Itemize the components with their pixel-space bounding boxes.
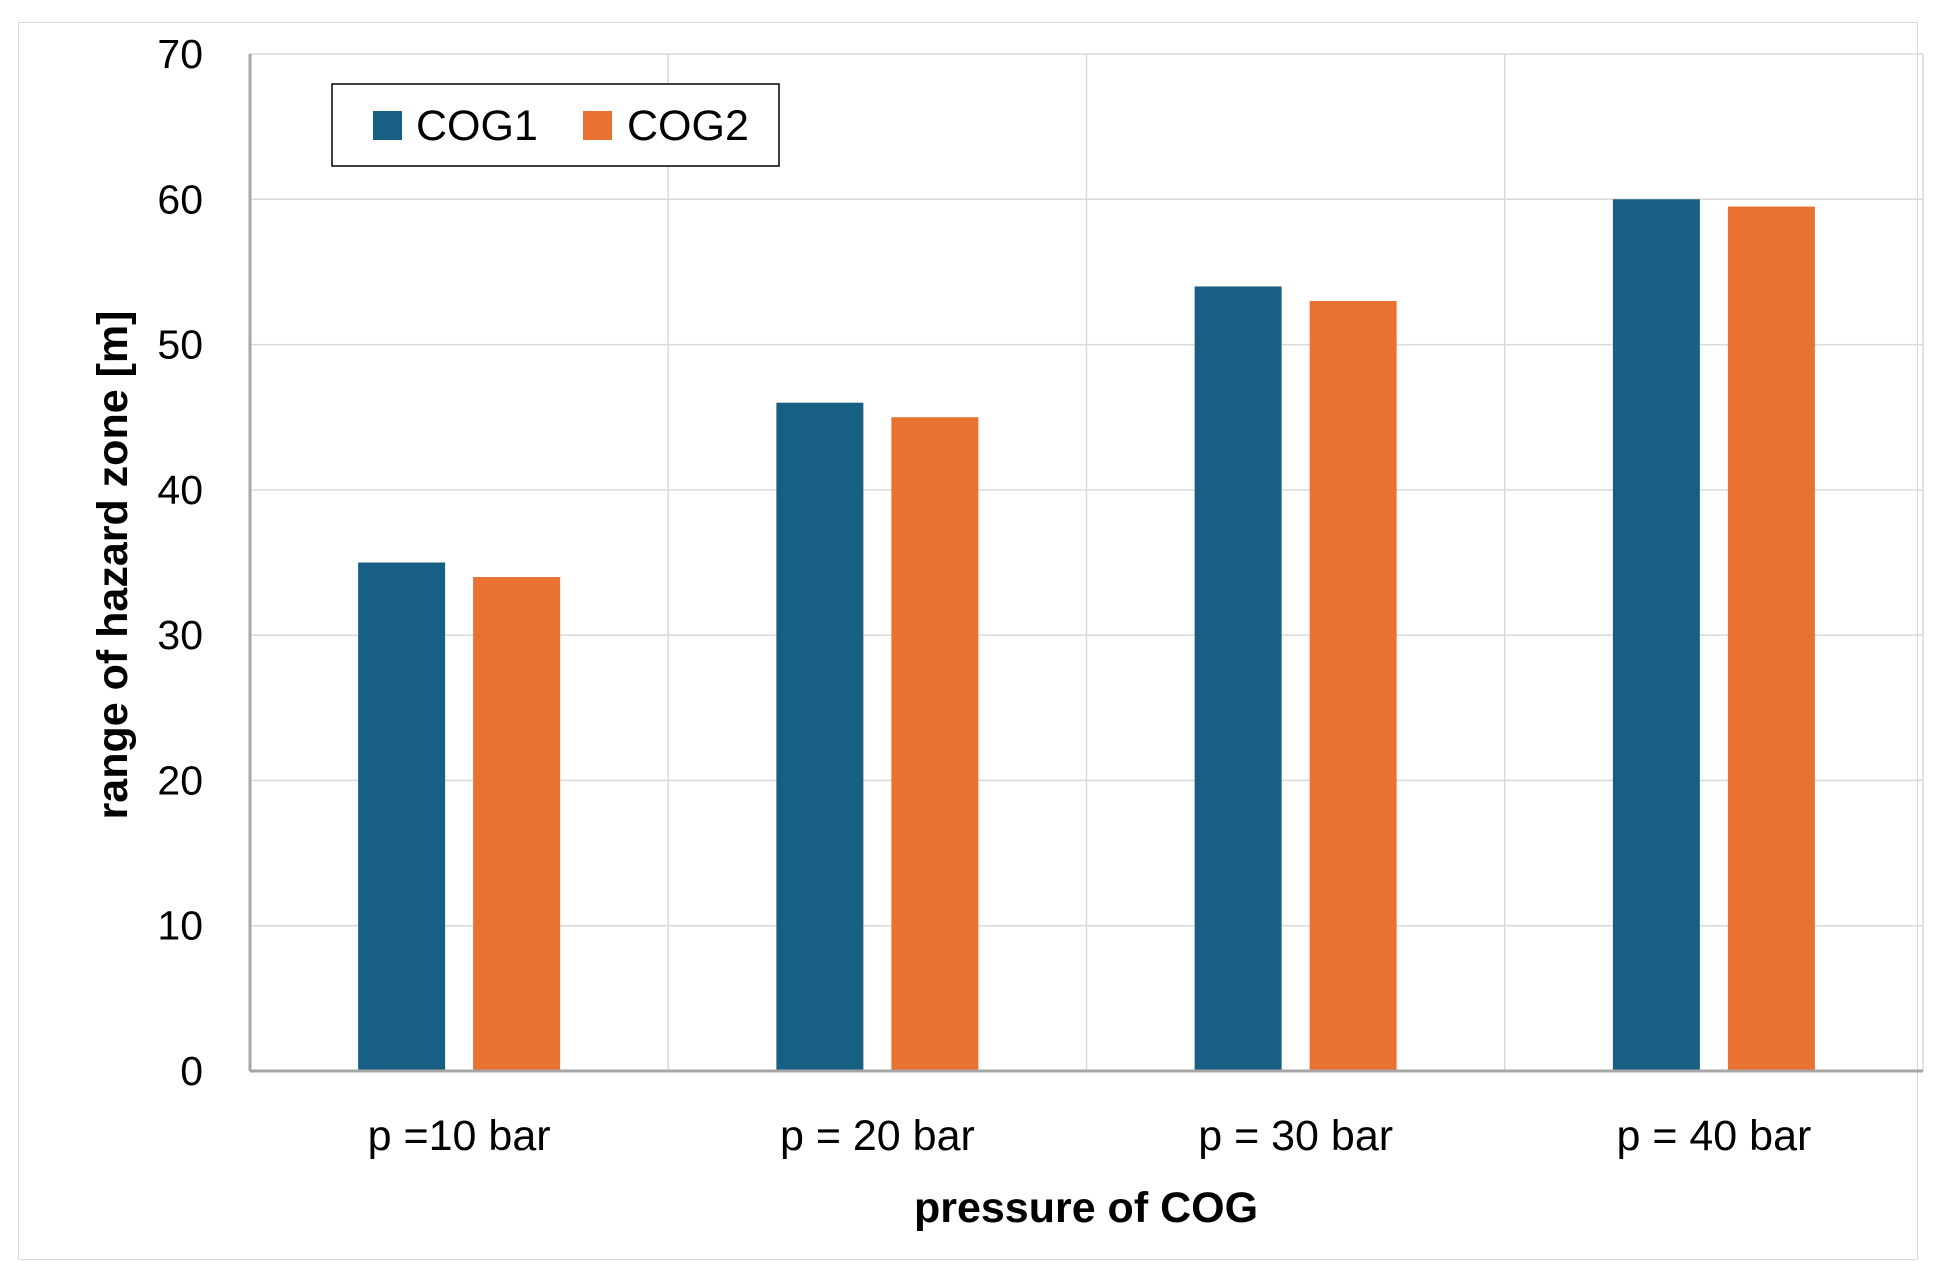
legend-swatch-cog1 [373,111,402,140]
y-tick-label: 10 [157,903,203,949]
y-axis-title: range of hazard zone [m] [89,311,137,820]
bar-cog2-2 [891,417,979,1071]
bar-cog1-3 [1194,286,1282,1071]
y-tick-label: 50 [157,322,203,368]
axes [248,54,1923,1073]
y-tick-label: 20 [157,757,203,803]
legend: COG1 COG2 [331,83,780,167]
bar-cog1-2 [776,402,864,1072]
legend-box [331,83,780,167]
legend-label-cog1: COG1 [416,102,538,150]
bar-cog1-4 [1612,199,1700,1072]
y-tick-label: 40 [157,467,203,513]
y-tick-label: 60 [157,176,203,222]
y-tick-label: 0 [180,1048,203,1094]
y-tick-label: 70 [157,31,203,77]
bar-cog2-4 [1727,206,1815,1072]
bar-cog2-1 [473,577,561,1071]
x-category-label: p = 20 bar [780,1112,975,1160]
x-axis-title: pressure of COG [914,1184,1258,1232]
bar-cog2-3 [1309,300,1397,1071]
legend-label-cog2: COG2 [627,102,749,150]
x-category-label: p = 30 bar [1198,1112,1393,1160]
bars [358,199,1815,1072]
x-category-label: p =10 bar [368,1112,551,1160]
x-category-label: p = 40 bar [1616,1112,1811,1160]
y-tick-label: 30 [157,612,203,658]
bar-cog1-1 [358,562,446,1071]
legend-swatch-cog2 [583,111,612,140]
x-category-labels: p =10 bar p = 20 bar p = 30 bar p = 40 bar [368,1112,1812,1160]
y-tick-labels: 0 10 20 30 40 50 60 70 [157,31,203,1094]
